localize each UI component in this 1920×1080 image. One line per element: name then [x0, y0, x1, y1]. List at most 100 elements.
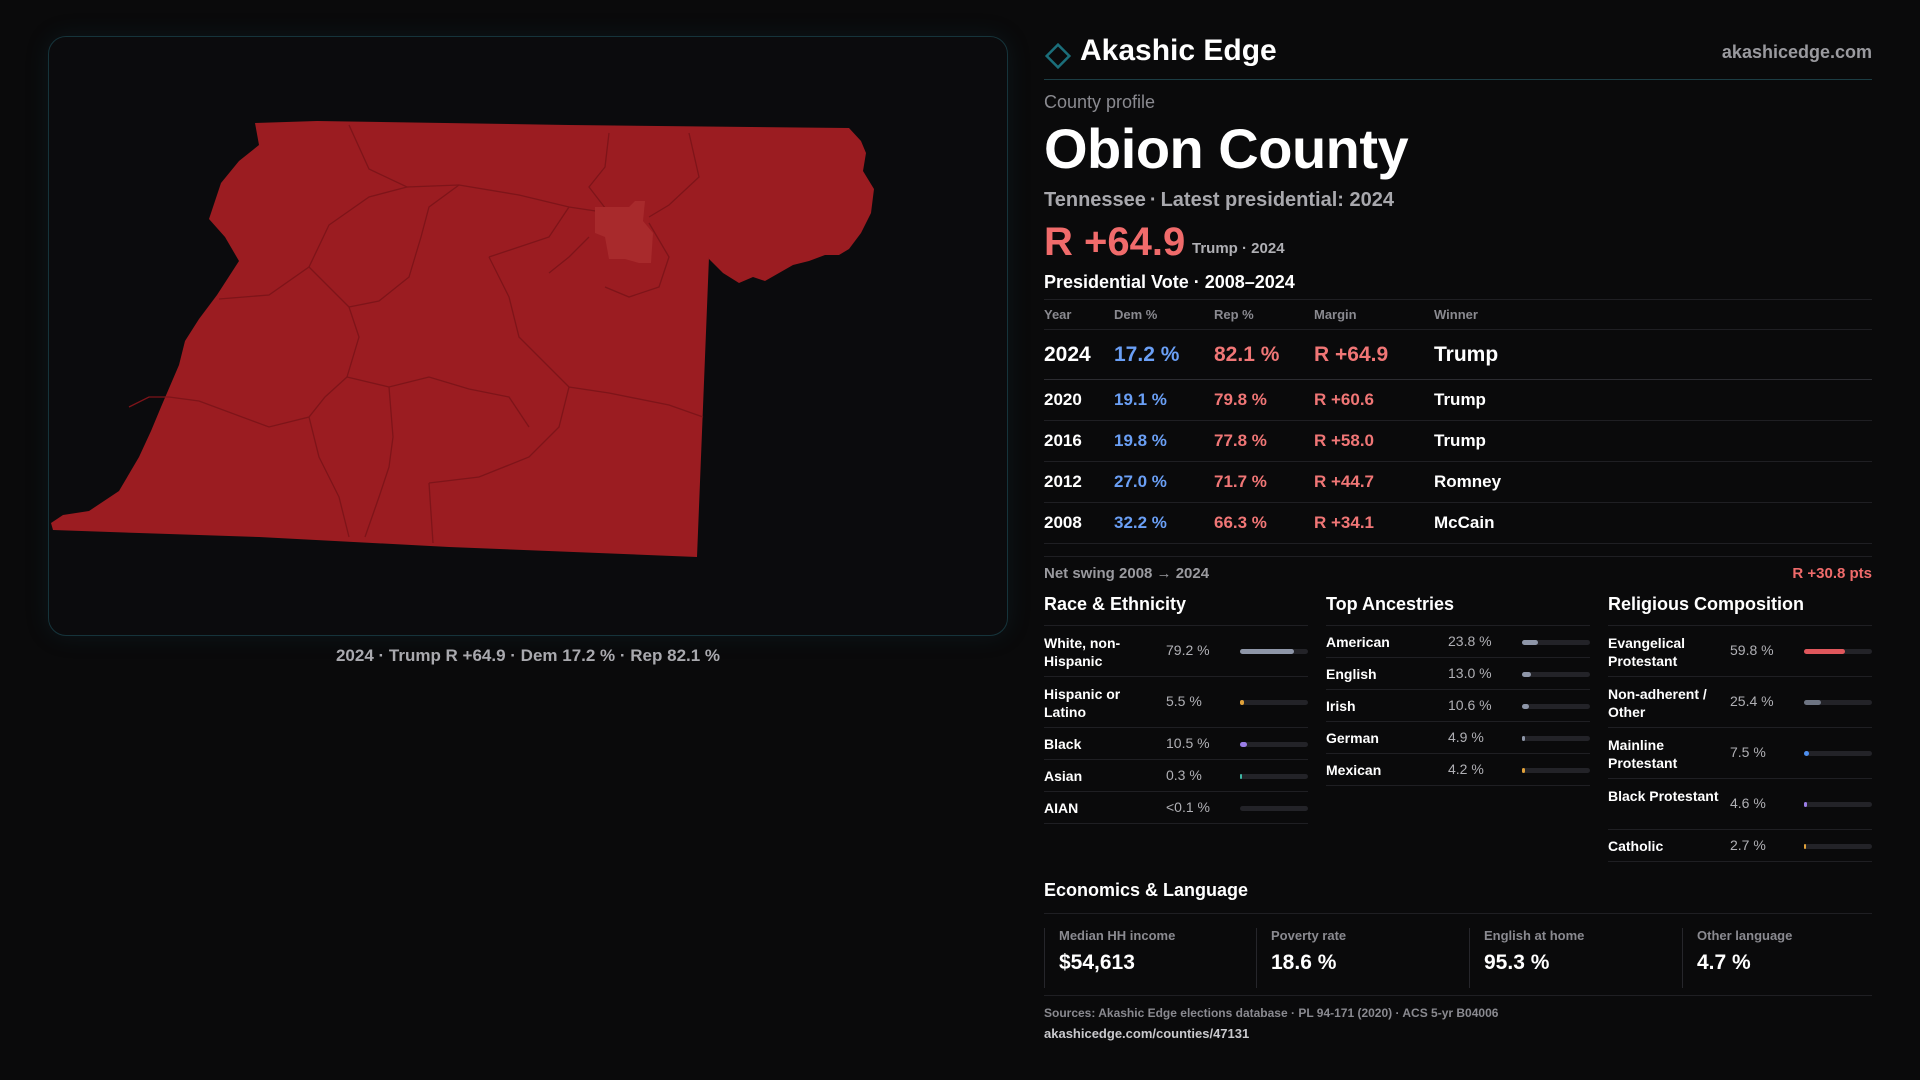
race-title: Race & Ethnicity: [1044, 594, 1308, 626]
stat-value: 95.3 %: [1484, 951, 1550, 974]
religion-section: Religious Composition Evangelical Protes…: [1608, 594, 1872, 862]
row-dem: 19.1 %: [1114, 379, 1214, 421]
demo-label: AIAN: [1044, 800, 1079, 816]
demo-bar-fill: [1240, 774, 1242, 779]
demo-bar-track: [1522, 704, 1590, 709]
row-rep: 79.8 %: [1214, 379, 1314, 421]
sources-text: Sources: Akashic Edge elections database…: [1044, 1006, 1499, 1020]
demo-bar-track: [1522, 736, 1590, 741]
ancestry-list: American 23.8 % English 13.0 % Irish 10.6 % Ge…: [1326, 626, 1590, 786]
demo-bar-track: [1522, 640, 1590, 645]
demo-label: Evangelical Protestant: [1608, 635, 1686, 669]
demo-percent: 10.6 %: [1448, 697, 1492, 713]
stat-card-income: Median HH income $54,613: [1044, 928, 1256, 988]
row-rep: 66.3 %: [1214, 502, 1314, 544]
demo-row: English 13.0 %: [1326, 658, 1590, 690]
stat-card-other-language: Other language 4.7 %: [1682, 928, 1894, 988]
county-map[interactable]: [49, 37, 1009, 637]
row-year: 2016: [1044, 420, 1114, 462]
stat-card-english: English at home 95.3 %: [1469, 928, 1681, 988]
demo-percent: 5.5 %: [1166, 693, 1202, 709]
demo-bar-track: [1804, 751, 1872, 756]
table-row[interactable]: 2020 19.1 % 79.8 % R +60.6 Trump: [1044, 379, 1872, 421]
stat-label: Poverty rate: [1271, 928, 1347, 943]
race-list: White, non-Hispanic 79.2 % Hispanic or Lat…: [1044, 626, 1308, 824]
row-dem: 17.2 %: [1114, 329, 1214, 380]
economics-section: Economics & Language Median HH income $5…: [1044, 880, 1872, 996]
demo-row: German 4.9 %: [1326, 722, 1590, 754]
brand-bar: Akashic Edge akashicedge.com: [1044, 30, 1872, 80]
table-row[interactable]: 2008 32.2 % 66.3 % R +34.1 McCain: [1044, 502, 1872, 544]
demo-bar-track: [1240, 649, 1308, 654]
demo-bar-track: [1522, 768, 1590, 773]
row-rep: 77.8 %: [1214, 420, 1314, 462]
table-row[interactable]: 2024 17.2 % 82.1 % R +64.9 Trump: [1044, 329, 1872, 380]
demo-bar-fill: [1522, 672, 1531, 677]
demo-percent: 4.6 %: [1730, 795, 1766, 811]
demo-row: Black 10.5 %: [1044, 728, 1308, 760]
row-winner: McCain: [1434, 502, 1872, 544]
demo-label: Mexican: [1326, 762, 1382, 778]
demo-row: Mexican 4.2 %: [1326, 754, 1590, 786]
demo-percent: 2.7 %: [1730, 837, 1766, 853]
state-name: Tennessee: [1044, 189, 1146, 211]
row-margin: R +60.6: [1314, 379, 1434, 421]
demo-row: Irish 10.6 %: [1326, 690, 1590, 722]
diamond-logo-icon: [1044, 42, 1072, 70]
race-section: Race & Ethnicity White, non-Hispanic 79.2…: [1044, 594, 1308, 824]
demo-percent: 0.3 %: [1166, 767, 1202, 783]
demo-percent: 13.0 %: [1448, 665, 1492, 681]
brand-name: Akashic Edge: [1080, 34, 1277, 67]
county-shape[interactable]: [51, 121, 874, 557]
demo-percent: 79.2 %: [1166, 642, 1210, 658]
row-rep: 82.1 %: [1214, 329, 1314, 380]
vote-table: Year Dem % Rep % Margin Winner 2024 17.2…: [1044, 299, 1872, 544]
demo-label: German: [1326, 730, 1379, 746]
brand-url[interactable]: akashicedge.com: [1721, 42, 1872, 62]
demo-label: English: [1326, 666, 1377, 682]
demo-bar-fill: [1240, 700, 1244, 705]
map-panel[interactable]: [48, 36, 1008, 636]
headline-result: R +64.9 Trump · 2024: [1044, 220, 1872, 266]
vote-table-header: Year Dem % Rep % Margin Winner: [1044, 299, 1872, 330]
demo-label: Black: [1044, 736, 1082, 752]
header-dem: Dem %: [1114, 299, 1214, 330]
demo-label: Black Protestant: [1608, 788, 1719, 804]
net-swing-label: Net swing 2008 → 2024: [1044, 565, 1210, 582]
profile-label: County profile: [1044, 92, 1156, 112]
row-margin: R +58.0: [1314, 420, 1434, 462]
demo-row: Non-adherent / Other 25.4 %: [1608, 677, 1872, 728]
row-dem: 27.0 %: [1114, 461, 1214, 503]
row-year: 2024: [1044, 329, 1114, 380]
sources-link[interactable]: akashicedge.com/counties/47131: [1044, 1026, 1250, 1041]
row-dem: 32.2 %: [1114, 502, 1214, 544]
demo-bar-fill: [1804, 649, 1845, 654]
religion-title: Religious Composition: [1608, 594, 1872, 626]
demo-bar-fill: [1522, 736, 1525, 741]
demo-label: White, non-Hispanic: [1044, 635, 1121, 669]
demo-percent: 25.4 %: [1730, 693, 1774, 709]
precinct-boundaries: [128, 124, 704, 544]
county-title: Obion County: [1044, 117, 1409, 180]
row-margin: R +34.1: [1314, 502, 1434, 544]
vote-table-title: Presidential Vote · 2008–2024: [1044, 272, 1295, 292]
row-winner: Trump: [1434, 379, 1872, 421]
stat-value: 4.7 %: [1697, 951, 1751, 974]
demo-bar-track: [1240, 742, 1308, 747]
row-margin: R +44.7: [1314, 461, 1434, 503]
header-year: Year: [1044, 299, 1114, 330]
demo-bar-fill: [1240, 742, 1247, 747]
demo-label: Non-adherent / Other: [1608, 686, 1707, 720]
city-highlight[interactable]: [595, 201, 653, 263]
row-winner: Romney: [1434, 461, 1872, 503]
table-row[interactable]: 2012 27.0 % 71.7 % R +44.7 Romney: [1044, 461, 1872, 503]
demo-bar-fill: [1522, 704, 1529, 709]
table-row[interactable]: 2016 19.8 % 77.8 % R +58.0 Trump: [1044, 420, 1872, 462]
economics-cards: Median HH income $54,613 Poverty rate 18…: [1044, 914, 1872, 996]
demo-row: Asian 0.3 %: [1044, 760, 1308, 792]
demo-percent: 4.2 %: [1448, 761, 1484, 777]
ancestry-title: Top Ancestries: [1326, 594, 1590, 626]
demo-bar-fill: [1804, 700, 1821, 705]
demo-bar-fill: [1240, 649, 1294, 654]
demo-bar-track: [1804, 649, 1872, 654]
